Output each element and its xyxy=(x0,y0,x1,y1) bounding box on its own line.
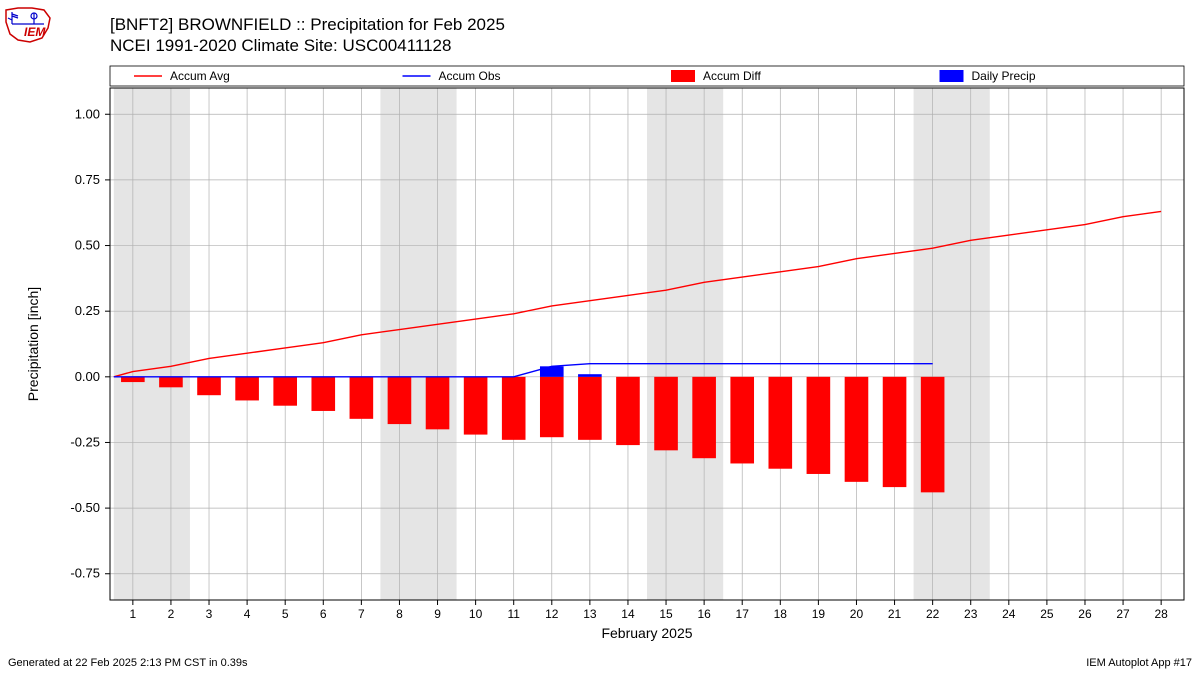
svg-text:Accum Diff: Accum Diff xyxy=(703,69,761,83)
footer-generated: Generated at 22 Feb 2025 2:13 PM CST in … xyxy=(8,657,248,669)
svg-text:IEM: IEM xyxy=(24,25,46,39)
svg-text:Daily Precip: Daily Precip xyxy=(972,69,1036,83)
svg-text:17: 17 xyxy=(736,607,750,621)
svg-text:24: 24 xyxy=(1002,607,1016,621)
title-line1: [BNFT2] BROWNFIELD :: Precipitation for … xyxy=(110,14,505,35)
svg-text:Accum Obs: Accum Obs xyxy=(439,69,501,83)
logo-icon: IEM xyxy=(4,4,52,44)
svg-text:12: 12 xyxy=(545,607,559,621)
svg-text:-0.50: -0.50 xyxy=(70,500,100,515)
svg-text:1: 1 xyxy=(130,607,137,621)
svg-text:-0.25: -0.25 xyxy=(70,434,100,449)
svg-text:10: 10 xyxy=(469,607,483,621)
svg-text:0.00: 0.00 xyxy=(75,369,100,384)
svg-text:7: 7 xyxy=(358,607,365,621)
svg-text:0.25: 0.25 xyxy=(75,303,100,318)
svg-text:February 2025: February 2025 xyxy=(601,625,692,641)
svg-text:0.75: 0.75 xyxy=(75,172,100,187)
svg-text:6: 6 xyxy=(320,607,327,621)
svg-text:Accum Avg: Accum Avg xyxy=(170,69,230,83)
svg-text:13: 13 xyxy=(583,607,597,621)
svg-text:9: 9 xyxy=(434,607,441,621)
svg-text:2: 2 xyxy=(168,607,175,621)
svg-text:18: 18 xyxy=(774,607,788,621)
svg-text:19: 19 xyxy=(812,607,826,621)
svg-text:28: 28 xyxy=(1154,607,1168,621)
svg-text:5: 5 xyxy=(282,607,289,621)
precipitation-chart: -0.75-0.50-0.250.000.250.500.751.0012345… xyxy=(0,0,1200,675)
svg-text:22: 22 xyxy=(926,607,940,621)
svg-text:23: 23 xyxy=(964,607,978,621)
svg-text:Precipitation [inch]: Precipitation [inch] xyxy=(25,287,41,401)
svg-text:16: 16 xyxy=(697,607,711,621)
svg-text:8: 8 xyxy=(396,607,403,621)
svg-text:21: 21 xyxy=(888,607,902,621)
title-line2: NCEI 1991-2020 Climate Site: USC00411128 xyxy=(110,35,505,56)
svg-text:27: 27 xyxy=(1116,607,1130,621)
footer-appname: IEM Autoplot App #17 xyxy=(1086,657,1192,669)
svg-text:4: 4 xyxy=(244,607,251,621)
chart-title: [BNFT2] BROWNFIELD :: Precipitation for … xyxy=(110,14,505,57)
svg-text:14: 14 xyxy=(621,607,635,621)
svg-text:15: 15 xyxy=(659,607,673,621)
svg-text:-0.75: -0.75 xyxy=(70,566,100,581)
svg-text:26: 26 xyxy=(1078,607,1092,621)
svg-text:25: 25 xyxy=(1040,607,1054,621)
svg-text:0.50: 0.50 xyxy=(75,238,100,253)
svg-text:20: 20 xyxy=(850,607,864,621)
svg-text:3: 3 xyxy=(206,607,213,621)
svg-text:11: 11 xyxy=(507,607,520,621)
svg-text:1.00: 1.00 xyxy=(75,106,100,121)
